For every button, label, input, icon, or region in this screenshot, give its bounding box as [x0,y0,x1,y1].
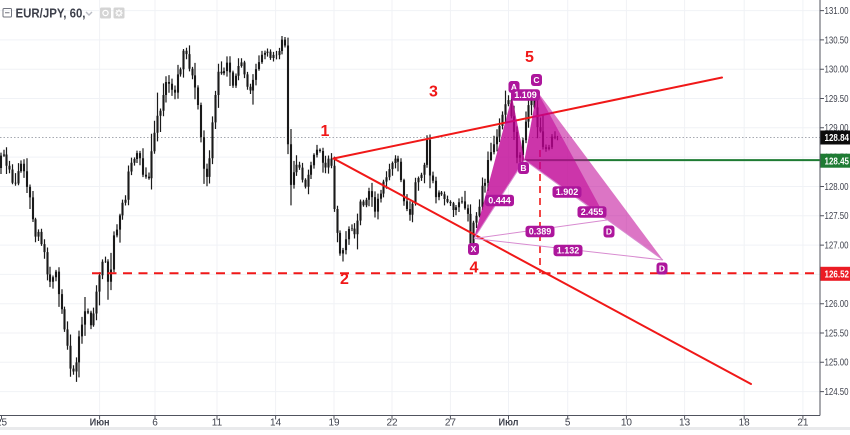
svg-text:129.50: 129.50 [825,94,849,105]
svg-text:128.45: 128.45 [825,156,850,167]
svg-text:124.50: 124.50 [825,387,849,398]
svg-text:2: 2 [340,271,349,288]
svg-text:EUR/JPY, 60,: EUR/JPY, 60, [16,6,86,21]
svg-text:130.00: 130.00 [825,65,849,76]
svg-text:126.52: 126.52 [825,269,850,280]
svg-text:127.50: 127.50 [825,211,849,222]
svg-text:1.109: 1.109 [514,90,537,100]
svg-text:1.902: 1.902 [556,187,579,197]
svg-text:B: B [520,163,526,173]
svg-text:125.50: 125.50 [825,328,849,339]
svg-text:127.00: 127.00 [825,241,849,252]
svg-text:126.00: 126.00 [825,299,849,310]
svg-text:131.00: 131.00 [825,6,849,17]
svg-text:4: 4 [470,260,479,277]
svg-text:3: 3 [429,84,438,101]
svg-text:D: D [606,227,612,237]
svg-text:128.00: 128.00 [825,182,849,193]
svg-text:2.455: 2.455 [581,207,604,217]
svg-text:125.00: 125.00 [825,358,849,369]
svg-text:0.444: 0.444 [488,196,511,206]
svg-text:1.132: 1.132 [557,246,580,256]
svg-text:130.50: 130.50 [825,35,849,46]
svg-text:C: C [533,75,539,85]
svg-text:0.389: 0.389 [529,227,552,237]
svg-text:1: 1 [321,123,330,140]
svg-text:128.84: 128.84 [825,133,850,144]
svg-text:5: 5 [525,49,534,66]
svg-text:X: X [471,244,477,254]
svg-text:D: D [659,264,665,274]
